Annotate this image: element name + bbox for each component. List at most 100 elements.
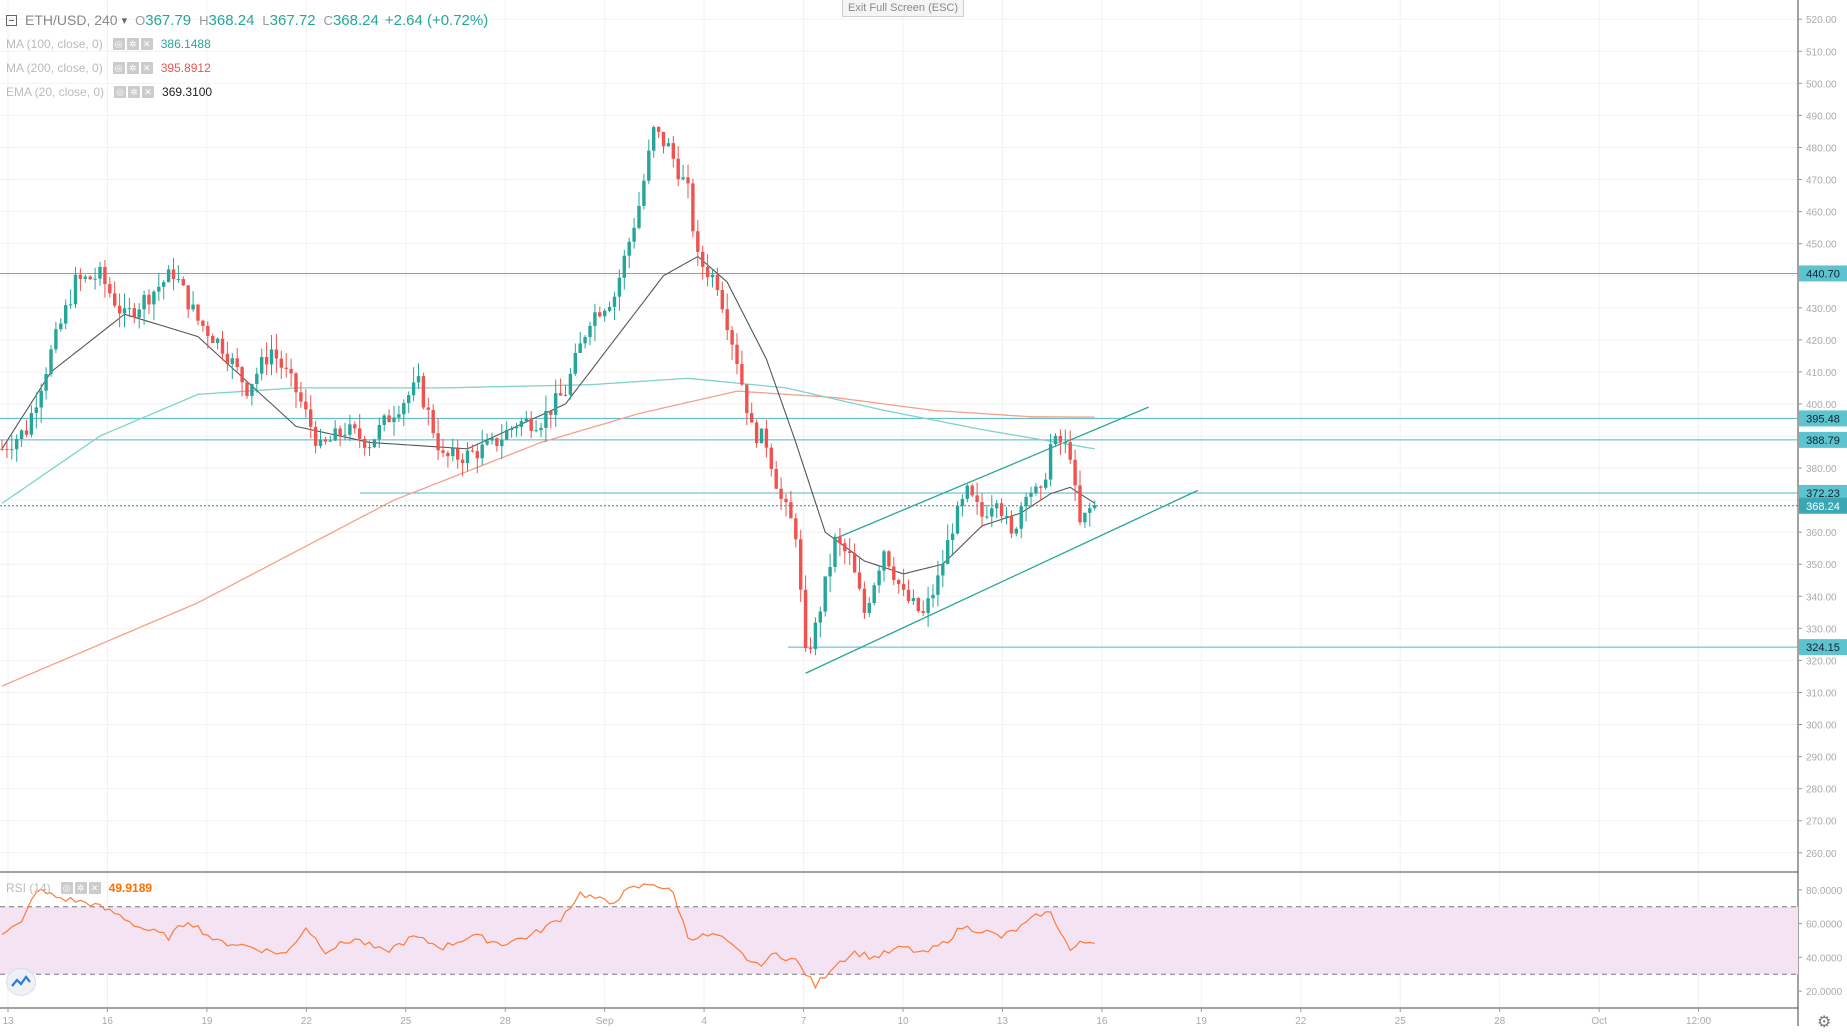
- eye-icon[interactable]: ◎: [112, 38, 125, 50]
- candle-body: [1024, 496, 1028, 507]
- price-level-tag[interactable]: [1799, 431, 1847, 448]
- time-tick-label: 12:00: [1686, 1016, 1711, 1026]
- collapse-icon[interactable]: [6, 14, 17, 26]
- price-tick-label: 380.00: [1806, 464, 1837, 475]
- candle-body: [186, 285, 190, 310]
- candle-body: [828, 566, 832, 577]
- chevron-down-icon[interactable]: ▾: [121, 14, 128, 27]
- candle-body: [264, 357, 269, 365]
- time-tick-label: 16: [1096, 1016, 1108, 1026]
- ascending-channel[interactable]: [805, 406, 1198, 674]
- candle-body: [509, 428, 514, 430]
- candle-body: [598, 312, 602, 317]
- candle-body: [59, 323, 63, 330]
- candle-body: [916, 598, 920, 612]
- indicator-name[interactable]: MA (100, close, 0): [6, 37, 103, 51]
- candle-body: [1088, 508, 1092, 513]
- candle-body: [225, 353, 230, 365]
- time-tick-label: 25: [400, 1016, 412, 1026]
- candle-body: [377, 424, 381, 440]
- price-level-tag[interactable]: [1799, 639, 1847, 656]
- price-tick-label: 290.00: [1806, 753, 1837, 764]
- candle-body: [656, 127, 661, 132]
- candle-body: [946, 539, 950, 565]
- candle-body: [931, 594, 935, 599]
- close-icon[interactable]: ✕: [140, 62, 153, 74]
- candle-body: [397, 414, 401, 418]
- exit-fullscreen-button[interactable]: Exit Full Screen (ESC): [842, 0, 964, 17]
- candle-body: [176, 279, 181, 281]
- candle-body: [348, 424, 352, 435]
- candle-body: [1048, 444, 1053, 480]
- price-tick-label: 480.00: [1806, 143, 1837, 154]
- price-tick-label: 310.00: [1806, 688, 1837, 699]
- low-key: L: [262, 12, 270, 28]
- indicator-name[interactable]: MA (200, close, 0): [6, 61, 103, 75]
- candle-body: [583, 337, 587, 344]
- eye-icon[interactable]: ◎: [112, 62, 125, 74]
- candle-body: [784, 498, 788, 503]
- candle-body: [117, 305, 122, 314]
- candle-body: [162, 282, 166, 287]
- candle-body: [921, 611, 925, 613]
- time-tick-label: 19: [1196, 1016, 1208, 1026]
- rsi-tick-label: 20.0000: [1806, 987, 1843, 998]
- price-level-tag[interactable]: [1799, 410, 1847, 427]
- candle-body: [68, 304, 73, 306]
- candle-body: [681, 177, 685, 180]
- price-axis[interactable]: 520.00 510.00 500.00 490.00 480.00 470.00 460.…: [1798, 15, 1847, 998]
- candle-body: [78, 274, 83, 279]
- gear-icon[interactable]: ✲: [128, 86, 141, 98]
- candle-body: [701, 251, 705, 267]
- tradingview-logo-icon[interactable]: [6, 968, 36, 996]
- close-icon[interactable]: ✕: [142, 86, 155, 98]
- candle-body: [88, 276, 92, 280]
- gear-icon[interactable]: ✲: [74, 882, 87, 894]
- candle-body: [1053, 435, 1058, 445]
- candle-body: [1063, 442, 1067, 444]
- candle-body: [235, 358, 239, 368]
- candle-body: [372, 439, 377, 448]
- time-tick-label: 13: [2, 1016, 14, 1026]
- candles: [0, 125, 1097, 656]
- candle-body: [1034, 486, 1038, 494]
- channel-support-line[interactable]: [805, 489, 1198, 674]
- candle-body: [279, 358, 283, 368]
- candle-body: [671, 143, 675, 159]
- channel-resistance-line[interactable]: [834, 406, 1149, 540]
- candle-body: [588, 325, 592, 338]
- eye-icon[interactable]: ◎: [114, 86, 127, 98]
- candle-body: [299, 392, 303, 402]
- price-level-tag[interactable]: [1799, 484, 1847, 501]
- time-tick-label: 28: [1494, 1016, 1506, 1026]
- candle-body: [5, 449, 9, 451]
- candle-body: [789, 502, 793, 519]
- price-tick-label: 470.00: [1806, 176, 1837, 187]
- symbol-label[interactable]: ETH/USD, 240: [25, 12, 118, 28]
- rsi-name[interactable]: RSI (14): [6, 881, 51, 895]
- candle-body: [906, 589, 911, 602]
- gear-icon[interactable]: ✲: [126, 38, 139, 50]
- eye-icon[interactable]: ◎: [60, 882, 73, 894]
- candle-body: [911, 598, 916, 602]
- candle-body: [470, 450, 475, 452]
- gear-icon[interactable]: ✲: [126, 62, 139, 74]
- time-axis[interactable]: 13 16 19 22 25 28 Sep 4 7 10 13 16 19 22 25 28 Oct 12:00: [2, 1008, 1712, 1026]
- candle-body: [318, 439, 323, 446]
- price-tick-label: 420.00: [1806, 336, 1837, 347]
- indicator-name[interactable]: EMA (20, close, 0): [6, 85, 105, 99]
- candle-body: [367, 447, 372, 449]
- candle-body: [666, 143, 671, 147]
- price-tick-label: 520.00: [1806, 15, 1837, 26]
- candle-body: [1083, 512, 1087, 523]
- candle-body: [1068, 442, 1072, 460]
- candle-body: [402, 403, 406, 415]
- close-icon[interactable]: ✕: [88, 882, 101, 894]
- settings-gear-icon[interactable]: ⚙: [1817, 1014, 1832, 1031]
- candle-body: [710, 274, 715, 278]
- candle-body: [573, 352, 577, 374]
- price-level-tag[interactable]: [1799, 265, 1847, 282]
- close-icon[interactable]: ✕: [140, 38, 153, 50]
- candle-body: [0, 448, 4, 450]
